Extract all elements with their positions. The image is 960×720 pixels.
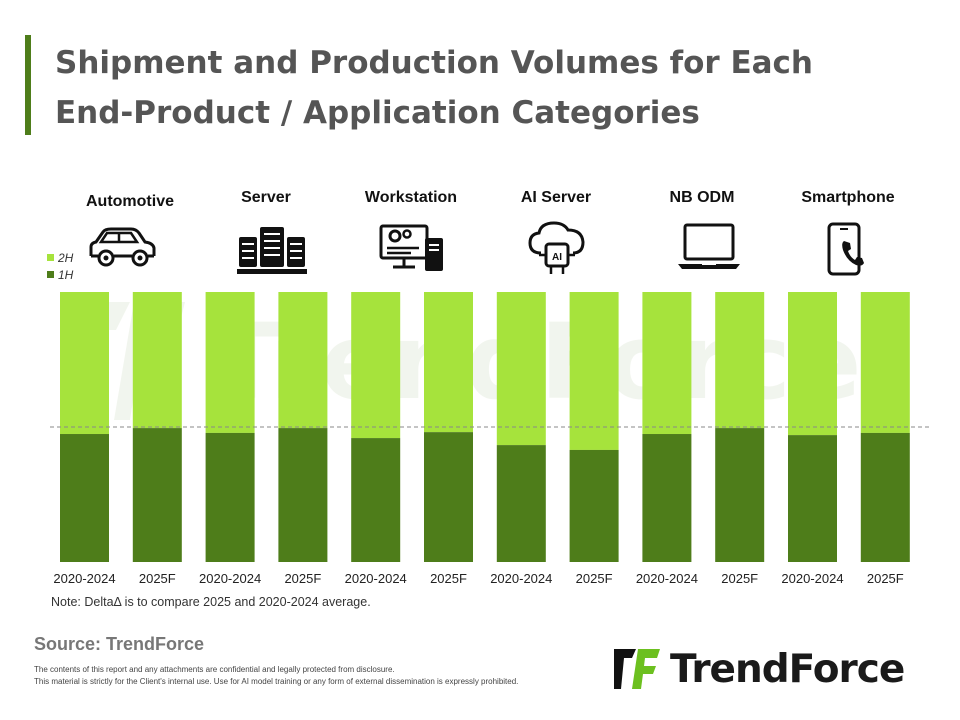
x-tick-label-3: 2025F — [284, 571, 321, 586]
x-tick-label-4: 2020-2024 — [345, 571, 407, 586]
x-tick-label-8: 2020-2024 — [636, 571, 698, 586]
bar-2h-11 — [860, 292, 910, 433]
category-label-workstation: Workstation — [364, 189, 458, 206]
bar-1h-8 — [642, 434, 692, 562]
bar-1h-10 — [788, 435, 837, 562]
brand-logo: TrendForce — [612, 646, 905, 692]
x-tick-label-9: 2025F — [721, 571, 758, 586]
title-line-1: Shipment and Production Volumes for Each — [55, 45, 814, 81]
bar-2h-6 — [496, 292, 546, 446]
bar-2h-3 — [278, 292, 328, 429]
x-axis-labels: 2020-2024 2025F 2020-2024 2025F 2020-2024 202… — [53, 571, 903, 586]
bar-2h-7 — [569, 292, 619, 450]
bar-1h-2 — [205, 432, 255, 562]
x-tick-label-6: 2020-2024 — [490, 571, 552, 586]
svg-text:AI: AI — [552, 252, 562, 263]
chart-title: Shipment and Production Volumes for Each… — [55, 38, 915, 138]
bar-2h-1 — [132, 292, 182, 429]
title-accent-bar — [25, 35, 31, 135]
chart-note: Note: DeltaΔ is to compare 2025 and 2020… — [51, 595, 371, 609]
server-rack-icon — [237, 227, 307, 274]
disclaimer: The contents of this report and any atta… — [34, 664, 518, 688]
bar-2h-2 — [205, 292, 255, 433]
legend-swatch-1h — [47, 271, 54, 278]
x-tick-label-1: 2025F — [139, 571, 176, 586]
title-line-2: End-Product / Application Categories — [55, 95, 700, 131]
bar-1h-11 — [860, 432, 910, 562]
workstation-icon — [379, 224, 443, 271]
bar-2h-9 — [715, 292, 765, 429]
legend: 2H 1H — [47, 249, 73, 283]
car-icon — [89, 227, 156, 267]
category-label-smartphone: Smartphone — [801, 189, 895, 206]
legend-label-2h: 2H — [58, 250, 74, 265]
category-label-nb-odm: NB ODM — [669, 189, 735, 206]
ai-cloud-icon: AI — [528, 221, 585, 274]
bar-1h-0 — [60, 434, 109, 562]
bar-1h-1 — [132, 428, 182, 562]
bar-2h-5 — [424, 292, 473, 433]
bar-2h-0 — [60, 292, 109, 435]
legend-swatch-2h — [47, 254, 54, 261]
smartphone-icon — [827, 222, 864, 276]
disclaimer-line-2: This material is strictly for the Client… — [34, 677, 519, 686]
category-label-ai-server: AI Server — [520, 189, 592, 206]
bar-2h-8 — [642, 292, 692, 435]
bar-1h-7 — [569, 449, 619, 562]
x-tick-label-11: 2025F — [867, 571, 904, 586]
category-label-server: Server — [241, 189, 291, 206]
bar-1h-9 — [715, 428, 765, 562]
x-tick-label-10: 2020-2024 — [781, 571, 843, 586]
disclaimer-line-1: The contents of this report and any atta… — [34, 665, 395, 674]
bar-1h-4 — [351, 438, 401, 562]
trendforce-logo-icon — [614, 649, 660, 689]
x-tick-label-5: 2025F — [430, 571, 467, 586]
legend-item-1h: 1H — [47, 266, 73, 283]
bar-1h-6 — [496, 445, 546, 562]
source-label: Source: TrendForce — [34, 634, 205, 654]
x-tick-label-0: 2020-2024 — [53, 571, 115, 586]
bar-1h-3 — [278, 428, 328, 562]
legend-label-1h: 1H — [58, 267, 74, 282]
stacked-bar-chart: TrendForce 2020-20242025F2020-20242025F2… — [50, 292, 932, 586]
laptop-icon — [678, 223, 740, 269]
bar-1h-5 — [424, 432, 473, 562]
bar-2h-4 — [351, 292, 401, 439]
x-tick-label-2: 2020-2024 — [199, 571, 261, 586]
bars-group — [60, 292, 910, 562]
brand-name: TrendForce — [670, 646, 905, 692]
bar-2h-10 — [788, 292, 837, 436]
legend-item-2h: 2H — [47, 249, 73, 266]
x-tick-label-7: 2025F — [576, 571, 613, 586]
category-label-automotive: Automotive — [86, 193, 174, 210]
